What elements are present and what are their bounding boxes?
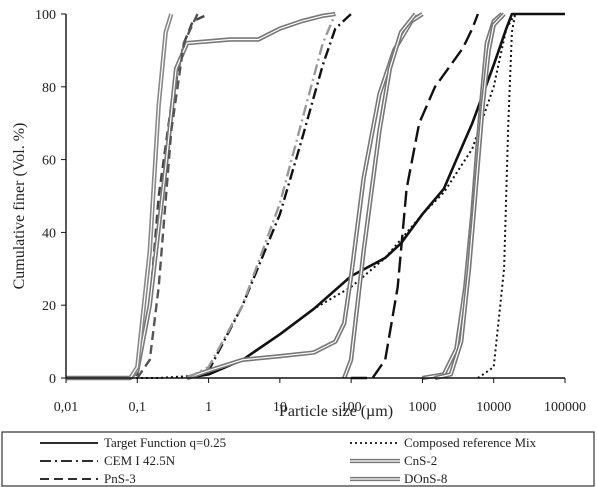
legend-label: Composed reference Mix	[404, 435, 537, 450]
series-line-7	[128, 13, 174, 380]
series-line-4	[186, 12, 424, 381]
legend-item: CEM I 42.5N	[40, 453, 176, 468]
legend-label: Target Function q=0.25	[104, 435, 226, 450]
legend-label: CnS-2	[404, 453, 437, 468]
x-tick-label: 0,01	[54, 400, 79, 415]
x-tick-label: 10	[273, 400, 287, 415]
x-tick-label: 0,1	[129, 400, 147, 415]
series-line-10-inner	[343, 13, 416, 379]
y-tick-label: 0	[49, 372, 56, 387]
series-line-5	[66, 12, 210, 380]
legend-label: CEM I 42.5N	[104, 453, 176, 468]
series-line-1	[186, 12, 565, 380]
series-line-4-outer	[186, 12, 424, 381]
series-line-7-inner	[129, 13, 172, 379]
legend-item: Target Function q=0.25	[40, 435, 226, 450]
y-tick-label: 80	[42, 81, 56, 96]
y-tick-label: 60	[42, 154, 56, 169]
y-tick-label: 40	[42, 226, 56, 241]
legend-item: CnS-2	[350, 453, 437, 468]
legend-item: PnS-3	[40, 471, 136, 486]
legend-item: DOnS-8	[350, 471, 447, 486]
legend-label: PnS-3	[104, 471, 136, 486]
legend-label: DOnS-8	[404, 471, 447, 486]
series-line-13	[434, 12, 506, 381]
legend-item: Composed reference Mix	[350, 435, 537, 450]
y-tick-label: 100	[35, 8, 56, 23]
legend: Target Function q=0.25 Composed reference…	[1, 431, 595, 487]
y-axis-title: Cumulative finer (Vol. %)	[11, 123, 28, 290]
series-line-3	[186, 13, 352, 380]
series-line-14	[477, 13, 517, 379]
plot-lines	[66, 11, 565, 381]
series-line-8	[136, 13, 199, 379]
x-tick-label: 1	[205, 400, 212, 415]
series-line-9	[186, 13, 337, 380]
x-tick-label: 10000	[476, 400, 511, 415]
series-line-13-inner	[434, 13, 505, 379]
x-tick-label: 100000	[544, 400, 586, 415]
x-tick-label: 100	[341, 400, 362, 415]
series-line-11	[351, 13, 480, 380]
x-ticks: 0,01 0,1 1 10 100 1000 10000 100000	[54, 378, 586, 415]
x-axis-title: Particle size (µm)	[279, 403, 393, 420]
y-ticks: 0 20 40 60 80 100	[35, 8, 66, 387]
y-tick-label: 20	[42, 299, 56, 314]
legend-box	[1, 431, 595, 487]
series-line-10	[342, 12, 418, 379]
x-tick-label: 1000	[408, 400, 436, 415]
